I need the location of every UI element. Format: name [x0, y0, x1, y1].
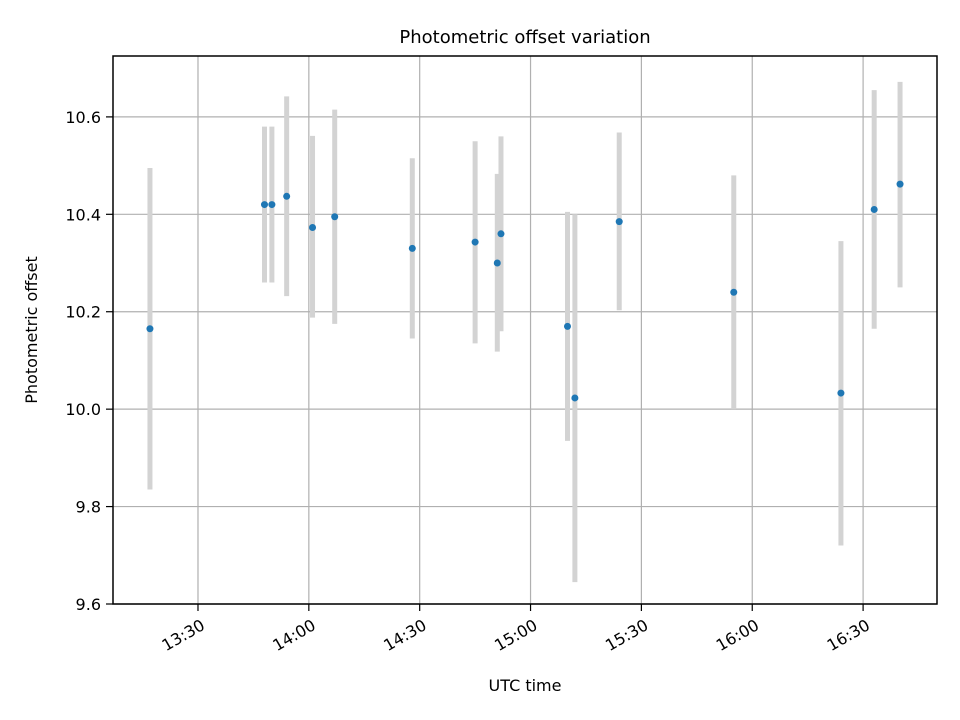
data-point: [493, 259, 501, 267]
chart-title: Photometric offset variation: [399, 27, 650, 48]
x-tick-label: 13:30: [159, 615, 208, 655]
y-tick-label: 9.6: [76, 595, 101, 614]
y-axis-label: Photometric offset: [22, 256, 41, 404]
y-tick-label: 10.6: [65, 108, 101, 127]
data-point: [563, 322, 571, 330]
data-point: [471, 238, 479, 246]
plot-frame: [112, 55, 938, 605]
data-point: [146, 325, 154, 333]
data-point: [571, 394, 579, 402]
data-point: [408, 244, 416, 252]
x-tick-label: 16:30: [824, 615, 873, 655]
data-point: [896, 180, 904, 188]
x-tick-label: 15:00: [491, 615, 540, 655]
data-point: [730, 288, 738, 296]
x-tick-label: 15:30: [602, 615, 651, 655]
data-point: [615, 218, 623, 226]
data-point: [837, 389, 845, 397]
data-point: [260, 201, 268, 209]
data-point: [309, 223, 317, 231]
x-axis-label: UTC time: [489, 676, 562, 695]
x-tick-label: 16:00: [713, 615, 762, 655]
data-point: [331, 213, 339, 221]
data-point: [497, 230, 505, 238]
y-tick-layer: 9.6 9.8 10.0 10.2 10.4 10.6: [65, 108, 113, 614]
point-layer: [146, 180, 904, 402]
data-point: [268, 201, 276, 209]
y-tick-label: 10.2: [65, 303, 101, 322]
data-point: [283, 192, 291, 200]
y-tick-label: 10.0: [65, 400, 101, 419]
grid-layer: [113, 56, 937, 605]
x-tick-label: 14:00: [269, 615, 318, 655]
y-tick-label: 9.8: [76, 498, 101, 517]
x-tick-layer: 13:30 14:00 14:30 15:00 15:30 16:00 16:30: [159, 604, 873, 655]
x-tick-label: 14:30: [380, 615, 429, 655]
y-tick-label: 10.4: [65, 205, 101, 224]
data-point: [870, 205, 878, 213]
